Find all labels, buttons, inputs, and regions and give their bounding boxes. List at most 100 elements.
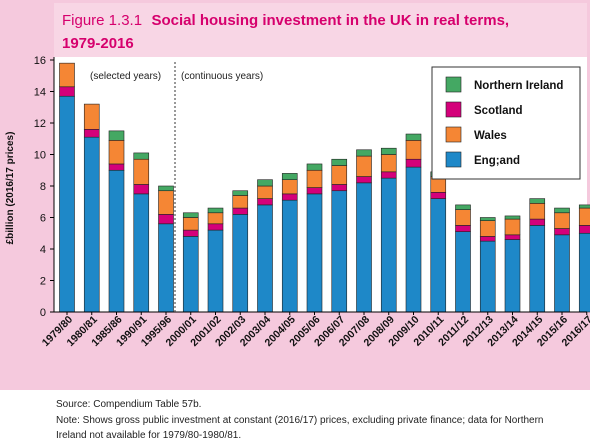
bar-segment-northern-ireland-7 [232,190,249,196]
bar-segment-wales-9 [281,179,298,195]
bar-segment-wales-14 [405,140,422,160]
bar-segment-eng-and-20 [554,234,570,313]
bar-segment-northern-ireland-20 [554,207,570,214]
bar-segment-scotland-21 [578,225,590,234]
bar-segment-eng-and-12 [356,182,372,313]
bar-segment-northern-ireland-19 [529,198,546,204]
bar-segment-northern-ireland-8 [257,179,273,187]
legend-swatch-wales [445,126,462,143]
bar-segment-wales-1 [83,103,100,130]
bar-segment-eng-and-13 [380,177,397,313]
bar-segment-wales-5 [182,217,199,231]
bar-segment-northern-ireland-14 [405,133,422,141]
bar-segment-wales-6 [207,212,224,225]
bar-segment-wales-17 [479,220,496,237]
y-tick-label: 0 [40,307,46,319]
bar-segment-scotland-17 [479,236,496,242]
bar-segment-scotland-1 [83,129,100,138]
bar-segment-scotland-16 [455,225,471,232]
bar-segment-wales-3 [133,158,150,185]
bar-segment-wales-11 [331,165,348,185]
bar-segment-northern-ireland-18 [504,215,521,220]
bar-segment-scotland-0 [59,86,75,97]
bar-segment-wales-19 [529,203,546,220]
bar-segment-northern-ireland-13 [380,147,397,155]
bar-segment-wales-18 [504,218,521,236]
legend-label-wales: Wales [474,130,507,142]
bar-segment-eng-and-16 [455,231,471,313]
bar-segment-wales-7 [232,195,249,209]
bar-segment-scotland-5 [182,229,199,237]
bar-segment-scotland-15 [430,192,447,199]
bar-segment-scotland-3 [133,184,150,195]
bar-segment-wales-20 [554,212,570,229]
source-note: Source: Compendium Table 57b. [56,399,202,410]
bar-segment-eng-and-5 [182,236,199,313]
bar-segment-scotland-12 [356,176,372,184]
y-tick-label: 10 [34,150,46,162]
bar-segment-wales-4 [158,190,174,215]
legend-label-scotland: Scotland [474,105,523,117]
bar-segment-scotland-7 [232,207,249,215]
bar-segment-eng-and-0 [59,95,75,313]
bar-segment-scotland-19 [529,218,546,226]
bar-segment-eng-and-17 [479,240,496,313]
bar-segment-wales-0 [59,62,75,88]
bar-segment-scotland-9 [281,193,298,201]
bar-segment-northern-ireland-21 [578,204,590,209]
methodology-note: Note: Shows gross public investment at c… [56,415,544,441]
chart-title-line2: 1979-2016 [62,35,134,52]
bar-segment-scotland-13 [380,171,397,179]
annotation-selected-years: (selected years) [90,71,161,82]
bar-segment-eng-and-19 [529,225,546,313]
bar-segment-northern-ireland-17 [479,217,496,221]
bar-segment-eng-and-11 [331,190,348,313]
y-tick-label: 4 [40,244,46,256]
legend-swatch-scotland [445,101,462,118]
legend-swatch-eng-and [445,151,462,168]
bar-segment-eng-and-10 [306,193,323,313]
bar-segment-eng-and-21 [578,232,590,313]
bar-segment-wales-13 [380,154,397,173]
legend-label-eng-and: Eng;and [474,155,520,167]
bar-segment-scotland-2 [108,163,125,171]
bar-segment-eng-and-1 [83,136,100,313]
y-tick-label: 12 [34,118,46,130]
bar-segment-eng-and-2 [108,169,125,313]
bar-segment-wales-2 [108,140,125,165]
bar-segment-northern-ireland-10 [306,163,323,171]
bar-segment-wales-10 [306,169,323,188]
bar-segment-northern-ireland-11 [331,158,348,166]
y-tick-label: 6 [40,213,46,225]
y-tick-label: 14 [34,87,46,99]
bar-segment-wales-12 [356,155,372,177]
y-axis-label: £billion (2016/17 prices) [5,132,16,245]
bar-segment-eng-and-14 [405,166,422,313]
bar-segment-scotland-8 [257,198,273,206]
chart-title-line1: Figure 1.3.1 Social housing investment i… [62,12,509,29]
bar-segment-eng-and-3 [133,193,150,313]
title-main: Social housing investment in the UK in r… [152,12,510,29]
annotation-continuous-years: (continuous years) [181,71,263,82]
bar-segment-eng-and-4 [158,223,174,313]
bar-segment-scotland-18 [504,234,521,240]
bar-segment-scotland-10 [306,187,323,195]
y-tick-label: 8 [40,181,46,193]
legend-label-northern-ireland: Northern Ireland [474,80,563,92]
bar-segment-northern-ireland-16 [455,204,471,210]
bar-segment-scotland-20 [554,228,570,236]
bar-segment-eng-and-15 [430,198,447,313]
bar-segment-eng-and-7 [232,214,249,313]
legend-swatch-northern-ireland [445,76,462,93]
figure-label: Figure 1.3.1 [62,12,142,29]
bar-segment-scotland-4 [158,214,174,225]
bar-segment-scotland-14 [405,158,422,168]
bar-segment-northern-ireland-2 [108,130,125,141]
bar-segment-eng-and-18 [504,239,521,313]
y-tick-label: 16 [34,55,46,67]
bar-segment-eng-and-8 [257,204,273,313]
title-band [54,3,587,57]
bar-segment-scotland-6 [207,223,224,231]
bar-segment-northern-ireland-5 [182,212,199,218]
